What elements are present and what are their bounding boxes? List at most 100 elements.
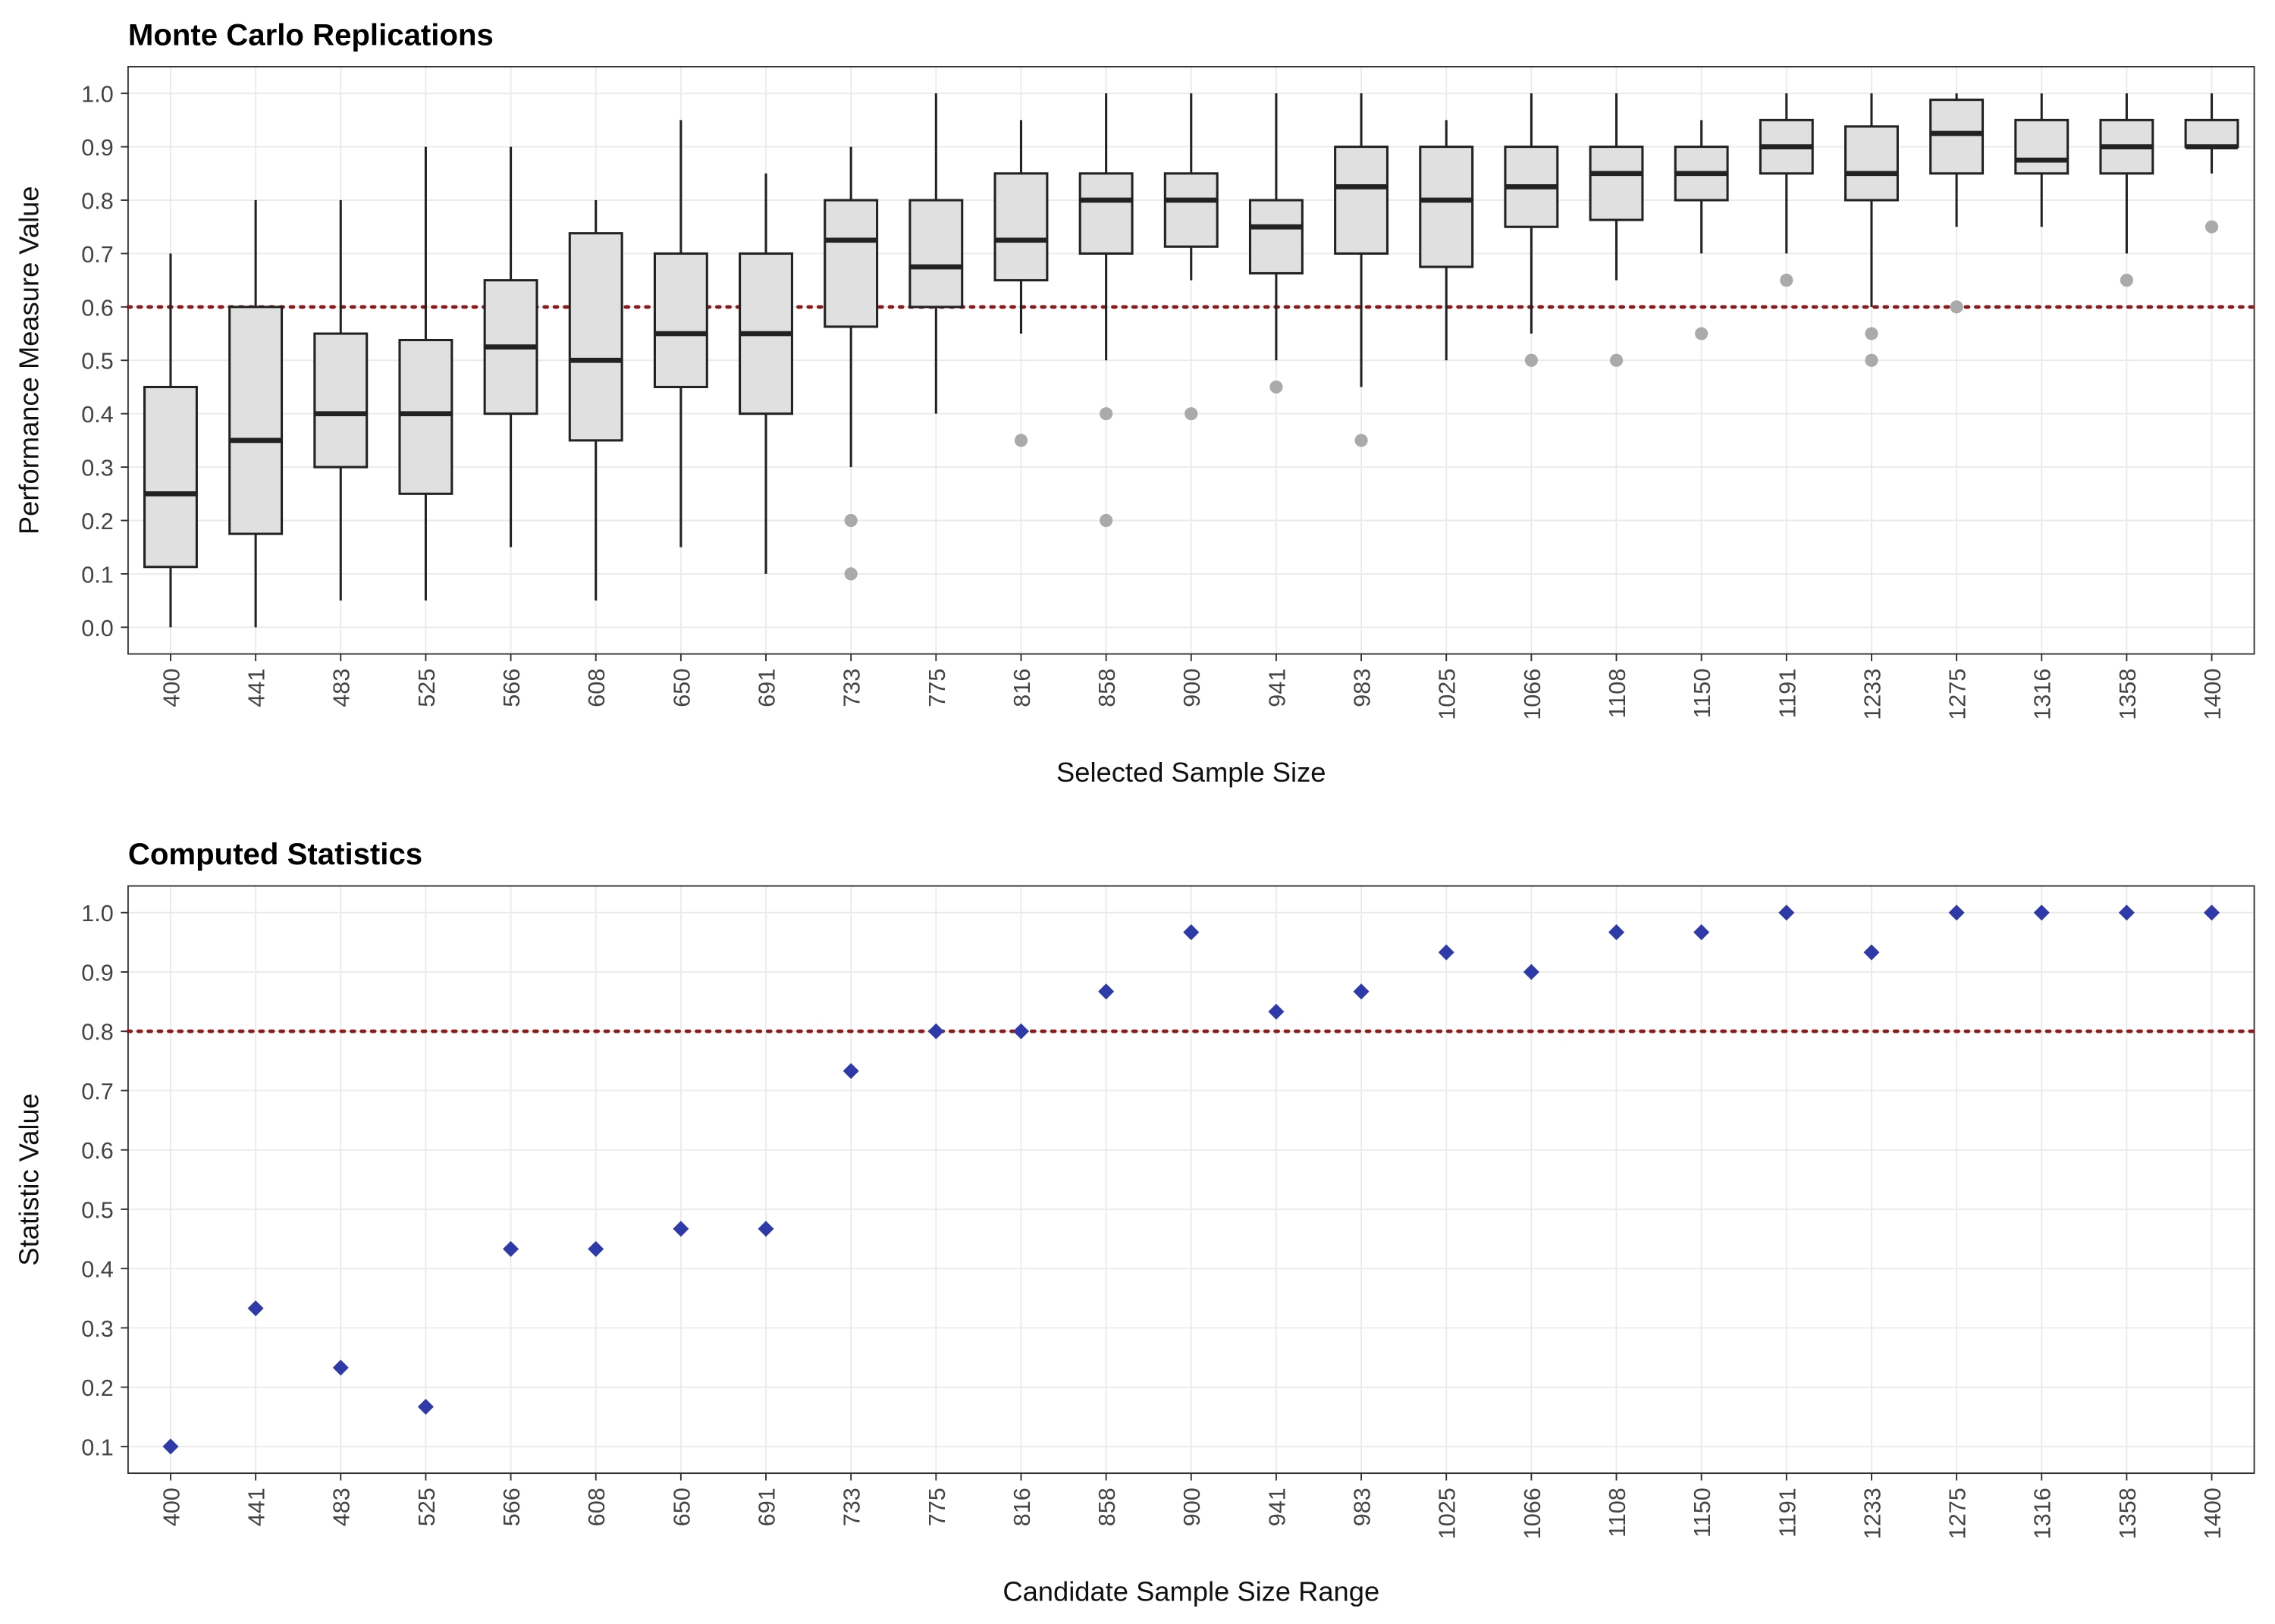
y-tick-label: 0.9 xyxy=(81,135,114,161)
outlier xyxy=(2120,274,2134,287)
box xyxy=(2014,118,2069,175)
y-tick-label: 0.1 xyxy=(81,1434,114,1460)
box xyxy=(824,199,879,328)
x-tick-label: 1108 xyxy=(1605,1488,1630,1538)
outlier xyxy=(1950,300,1963,314)
y-tick-label: 0.4 xyxy=(81,402,114,428)
x-tick-label: 608 xyxy=(584,669,610,707)
box xyxy=(1419,146,1474,268)
outlier xyxy=(1354,434,1368,447)
x-tick-label: 1025 xyxy=(1435,669,1461,720)
point xyxy=(1098,983,1115,1000)
x-tick-label: 941 xyxy=(1264,669,1290,707)
point xyxy=(2033,904,2050,921)
x-tick-label: 691 xyxy=(754,669,780,707)
x-tick-label: 1358 xyxy=(2115,669,2141,720)
point xyxy=(588,1240,604,1257)
point xyxy=(1608,924,1625,941)
point xyxy=(1523,964,1539,980)
y-tick-label: 0.6 xyxy=(81,295,114,321)
box xyxy=(568,232,623,442)
outlier xyxy=(1100,407,1113,421)
x-tick-label: 1191 xyxy=(1774,1488,1800,1538)
outlier xyxy=(1780,274,1793,287)
box xyxy=(993,172,1049,282)
x-tick-label: 525 xyxy=(414,1488,440,1526)
point xyxy=(332,1359,349,1376)
y-tick-label: 0.0 xyxy=(81,616,114,641)
chart-title: Monte Carlo Replications xyxy=(128,17,494,52)
x-tick-label: 733 xyxy=(839,1488,865,1526)
y-tick-label: 0.3 xyxy=(81,1316,114,1342)
x-tick-label: 1275 xyxy=(1945,1488,1971,1539)
box xyxy=(1844,125,1899,202)
x-tick-label: 1108 xyxy=(1605,669,1630,719)
x-tick-label: 400 xyxy=(158,669,184,707)
box xyxy=(1334,146,1389,255)
point xyxy=(673,1221,689,1237)
box xyxy=(228,306,284,535)
y-tick-label: 0.4 xyxy=(81,1257,114,1283)
outlier xyxy=(1865,353,1878,367)
x-tick-label: 858 xyxy=(1094,669,1120,707)
x-tick-label: 1316 xyxy=(2030,669,2056,720)
panel: Monte Carlo Replications 0.0 0.1 0.2 0.3 0.4 0… xyxy=(13,17,2257,788)
point xyxy=(927,1023,944,1039)
x-tick-label: 775 xyxy=(924,1488,950,1526)
x-tick-label: 775 xyxy=(924,669,950,707)
box xyxy=(1248,199,1304,275)
box xyxy=(1929,99,1985,175)
x-tick-label: 650 xyxy=(669,1488,695,1526)
outlier xyxy=(844,513,858,528)
x-tick-label: 483 xyxy=(329,669,355,707)
x-tick-label: 816 xyxy=(1009,669,1035,707)
y-tick-label: 0.8 xyxy=(81,188,114,214)
point xyxy=(843,1063,859,1080)
outlier xyxy=(1865,327,1878,340)
point xyxy=(758,1221,774,1237)
x-tick-label: 566 xyxy=(499,669,525,707)
x-tick-label: 1358 xyxy=(2115,1488,2141,1539)
y-tick-label: 1.0 xyxy=(81,901,114,926)
outlier xyxy=(1100,513,1113,528)
x-tick-label: 816 xyxy=(1009,1488,1035,1526)
y-tick-label: 0.7 xyxy=(81,1079,114,1105)
y-tick-label: 1.0 xyxy=(81,82,114,108)
x-tick-label: 441 xyxy=(244,1488,270,1526)
box xyxy=(653,252,708,388)
outlier xyxy=(1269,380,1283,394)
outlier xyxy=(1609,353,1624,367)
x-tick-label: 691 xyxy=(754,1488,780,1526)
y-tick-label: 0.2 xyxy=(81,1375,114,1401)
point xyxy=(1353,983,1370,1000)
x-tick-label: 1233 xyxy=(1859,669,1885,720)
x-tick-label: 1275 xyxy=(1945,669,1971,720)
y-tick-label: 0.6 xyxy=(81,1138,114,1164)
y-tick-label: 0.1 xyxy=(81,562,114,588)
point xyxy=(1863,944,1880,961)
x-axis-title: Candidate Sample Size Range xyxy=(1003,1575,1379,1607)
x-tick-label: 525 xyxy=(414,669,440,707)
y-tick-label: 0.9 xyxy=(81,960,114,986)
outlier xyxy=(1185,407,1198,421)
point xyxy=(503,1240,519,1257)
x-tick-label: 1316 xyxy=(2030,1488,2056,1539)
box xyxy=(1078,172,1134,255)
x-tick-label: 983 xyxy=(1350,669,1376,707)
x-tick-label: 1400 xyxy=(2200,1488,2226,1539)
point xyxy=(1438,944,1454,961)
x-tick-label: 566 xyxy=(499,1488,525,1526)
box xyxy=(313,332,369,469)
x-tick-label: 1066 xyxy=(1520,669,1545,720)
x-tick-label: 900 xyxy=(1179,669,1205,707)
outlier xyxy=(2204,220,2219,234)
x-tick-label: 1400 xyxy=(2200,669,2226,720)
y-tick-label: 0.3 xyxy=(81,456,114,481)
point xyxy=(1268,1003,1285,1020)
outlier xyxy=(1014,434,1028,447)
outlier xyxy=(844,567,858,581)
x-tick-label: 1066 xyxy=(1520,1488,1545,1539)
x-tick-label: 983 xyxy=(1350,1488,1376,1526)
x-tick-label: 650 xyxy=(669,669,695,707)
chart-title: Computed Statistics xyxy=(128,837,422,871)
